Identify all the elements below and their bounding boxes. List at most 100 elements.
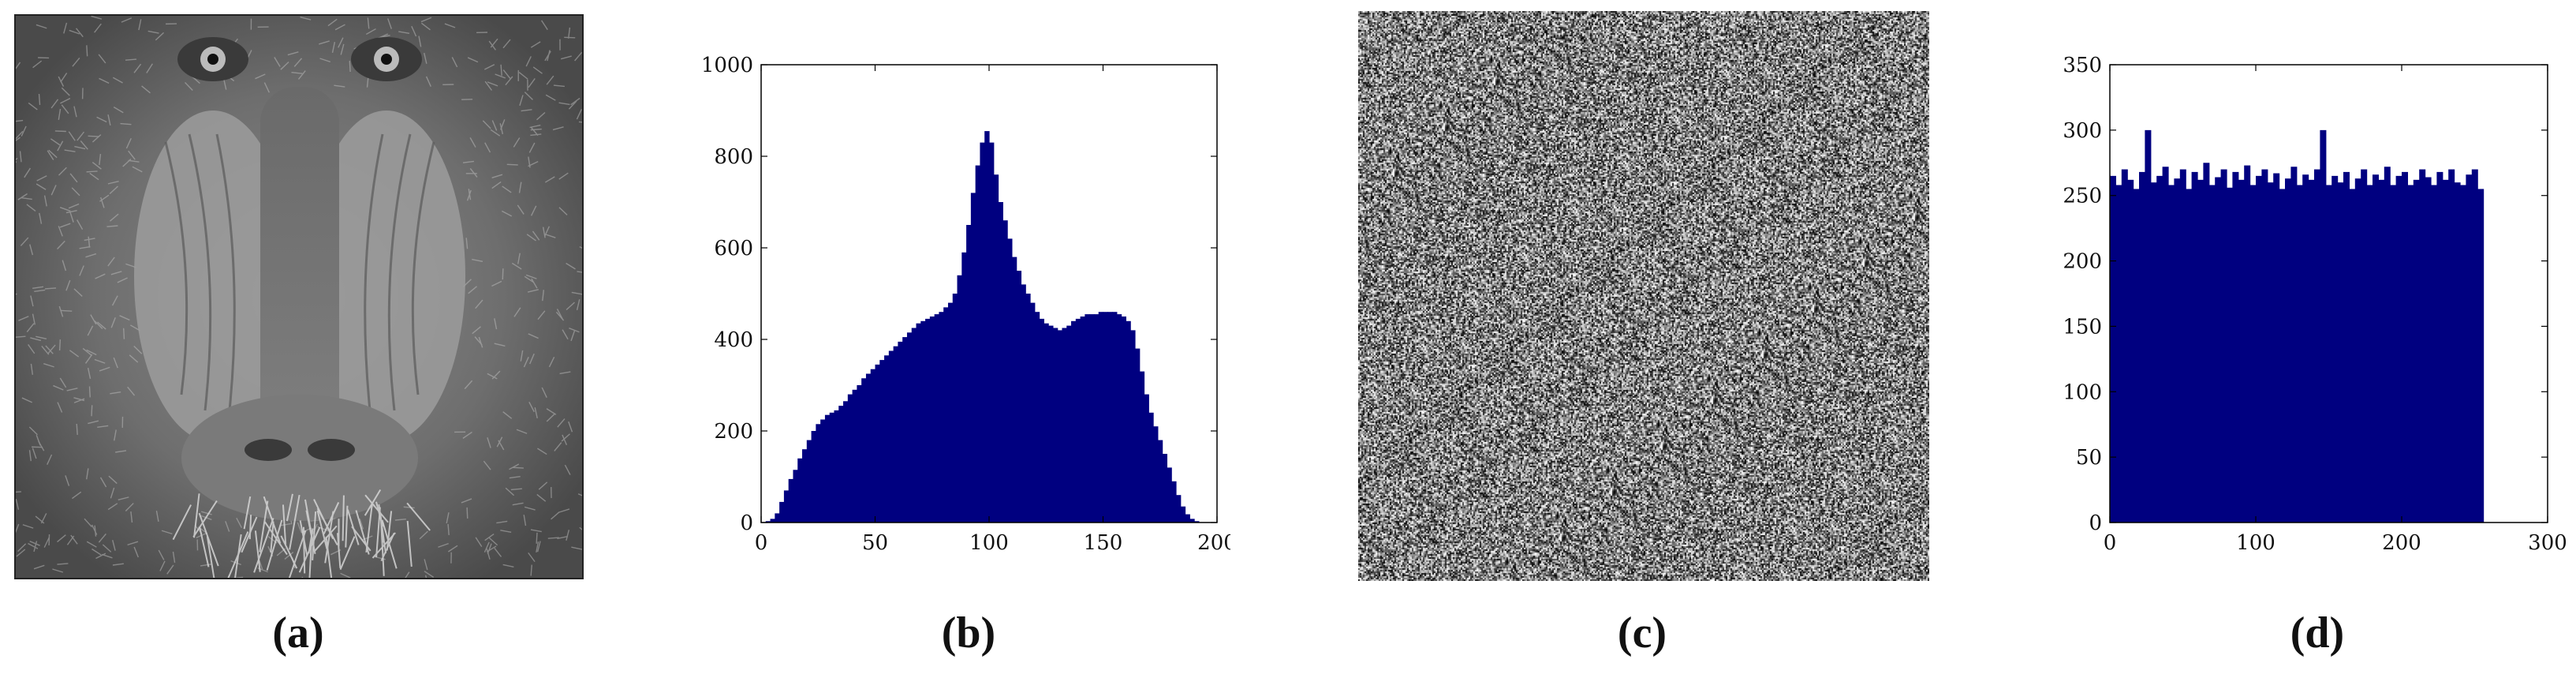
hist-d-bar: [2279, 189, 2286, 523]
noise-icon: [1358, 11, 1929, 581]
hist-b-bar: [1139, 371, 1145, 523]
hist-d-bar: [2308, 179, 2315, 523]
hist-b-bar: [1075, 318, 1081, 523]
hist-b-bar: [1171, 481, 1177, 523]
hist-b-ytick-label: 1000: [701, 54, 753, 77]
hist-d-bar: [2296, 185, 2303, 523]
hist-b-bar: [998, 202, 1003, 523]
hist-d-axes-frame: [2109, 64, 2548, 523]
hist-d-bar: [2197, 179, 2204, 523]
hist-d-bar: [2442, 179, 2449, 523]
hist-b-bar: [797, 458, 803, 523]
hist-b-bar: [770, 519, 775, 523]
hist-d-bar: [2110, 175, 2116, 523]
hist-b-bar: [1093, 314, 1099, 523]
hist-b-xtick-label: 0: [755, 531, 768, 555]
hist-b-xtick-label: 150: [1084, 531, 1123, 555]
hist-d-bar: [2290, 167, 2298, 523]
hist-b-bar: [811, 431, 816, 523]
hist-d-bar: [2179, 169, 2186, 523]
hist-b-bar: [1071, 320, 1077, 523]
hist-b-bar: [989, 142, 995, 523]
hist-b-bar: [1185, 514, 1190, 523]
hist-d-ytick-label: 250: [2063, 185, 2102, 208]
hist-b-bar: [816, 424, 821, 523]
hist-d-bar: [2203, 163, 2210, 523]
caption-c: (c): [1617, 609, 1667, 657]
hist-b-bar: [934, 314, 940, 523]
hist-d-bar: [2314, 169, 2320, 523]
hist-b-bar: [1062, 328, 1067, 523]
hist-b-bar: [1107, 312, 1113, 523]
hist-b-bar: [829, 412, 835, 523]
panel-d-histogram: 0 100 200 300 0 50 100 150 200 250 300 350: [2027, 47, 2571, 600]
hist-d-ytick-label: 200: [2063, 250, 2102, 274]
hist-d-bar: [2331, 175, 2339, 523]
hist-b-bar: [911, 328, 917, 523]
hist-d-bar: [2354, 178, 2361, 523]
hist-b-bar: [793, 470, 798, 523]
hist-b-bar: [1066, 325, 1072, 523]
histogram-d: 0 100 200 300 0 50 100 150 200 250 300 350: [2063, 54, 2567, 555]
hist-d-bar: [2162, 167, 2169, 523]
hist-b-bar: [1039, 318, 1044, 523]
hist-b-bar: [1134, 348, 1141, 523]
hist-d-bar: [2477, 189, 2485, 523]
hist-b-bar: [865, 373, 872, 523]
hist-d-bar: [2361, 169, 2368, 523]
hist-d-bar: [2425, 177, 2432, 523]
hist-b-bar: [1148, 412, 1154, 523]
hist-d-bar: [2232, 171, 2239, 523]
hist-b-bar: [838, 406, 844, 523]
hist-d-bar: [2139, 171, 2145, 523]
hist-b-bar: [1180, 506, 1186, 523]
hist-b-bar: [1175, 495, 1182, 523]
hist-b-bar: [1121, 317, 1126, 523]
hist-d-bar: [2395, 175, 2402, 523]
hist-b-bar: [952, 294, 958, 523]
hist-d-bar: [2419, 169, 2426, 523]
hist-b-bar: [1025, 294, 1031, 523]
hist-b-bar: [788, 478, 794, 523]
hist-b-bar: [847, 394, 853, 523]
hist-b-ytick-label: 800: [714, 145, 753, 169]
hist-d-bar: [2133, 189, 2140, 523]
hist-b-bar: [947, 302, 954, 523]
panel-c-image: [1358, 11, 1929, 581]
hist-d-ytick-label: 50: [2076, 446, 2102, 470]
hist-d-bar: [2384, 167, 2391, 523]
hist-b-bar: [1144, 394, 1149, 523]
hist-b-bar: [961, 252, 967, 523]
hist-b-bar: [902, 337, 908, 523]
hist-d-bar: [2186, 189, 2193, 523]
hist-d-bar: [2115, 185, 2122, 523]
caption-d: (d): [2290, 609, 2345, 657]
hist-b-bar: [857, 385, 862, 523]
hist-b-bar: [1043, 323, 1049, 523]
hist-b-bar: [1052, 328, 1058, 523]
hist-b-bar: [1103, 312, 1108, 523]
hist-d-bar: [2460, 185, 2466, 523]
hist-b-bar: [970, 193, 976, 523]
hist-d-xtick-label: 0: [2104, 531, 2117, 555]
hist-d-ytick-label: 0: [2089, 511, 2102, 535]
hist-b-bar: [1007, 238, 1013, 523]
hist-d-bar: [2302, 174, 2309, 523]
hist-b-bar: [806, 440, 812, 523]
hist-d-bar: [2244, 165, 2251, 523]
histogram-b: 0 50 100 150 200 0 200 400 600 800 1000: [701, 54, 1237, 555]
hist-d-bar: [2436, 171, 2443, 523]
hist-b-bar: [1030, 302, 1036, 523]
hist-b-bar: [966, 225, 972, 523]
hist-d-bar: [2208, 185, 2216, 523]
hist-b-bar: [1157, 440, 1163, 523]
caption-a: (a): [272, 609, 324, 657]
panel-b-histogram: 0 50 100 150 200 0 200 400 600 800 1000: [678, 47, 1237, 600]
hist-d-bar: [2168, 185, 2175, 523]
hist-b-bar: [765, 521, 771, 523]
hist-d-bar: [2156, 175, 2163, 523]
hist-d-bar: [2127, 179, 2134, 523]
hist-b-xtick-label: 50: [862, 531, 888, 555]
hist-d-bar: [2390, 185, 2397, 523]
hist-b-bar: [1048, 325, 1054, 523]
